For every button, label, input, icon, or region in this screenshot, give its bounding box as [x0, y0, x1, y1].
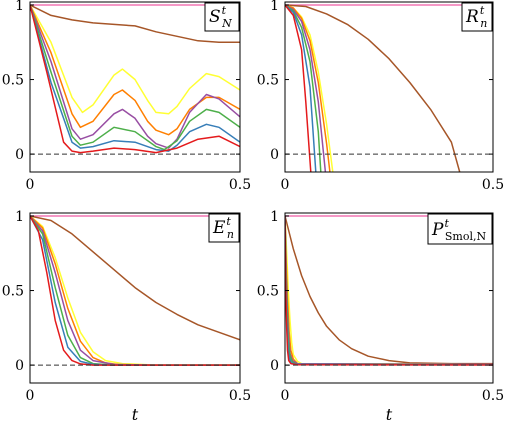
- series-line: [285, 4, 312, 172]
- series-line: [30, 215, 240, 341]
- x-tick-label: 0.5: [229, 177, 251, 193]
- series-line: [30, 4, 240, 151]
- x-axis-label: t: [386, 405, 393, 424]
- series-line: [285, 4, 331, 172]
- series-group: [285, 4, 493, 172]
- x-tick-label: 0: [26, 388, 35, 404]
- series-line: [285, 4, 461, 172]
- series-group: [30, 4, 240, 154]
- series-line: [30, 4, 240, 149]
- series-line: [285, 4, 322, 172]
- axes-frame: [284, 212, 494, 384]
- axes-frame: [29, 1, 241, 173]
- y-tick-label: 0.5: [257, 284, 279, 300]
- series-line: [30, 4, 240, 115]
- y-tick-label: 1: [270, 209, 279, 225]
- y-tick-label: 1: [15, 0, 24, 14]
- series-label-box: [427, 213, 493, 245]
- series-line: [30, 4, 240, 152]
- series-line: [285, 215, 493, 365]
- x-tick-label: 0: [281, 177, 290, 193]
- y-tick-label: 0: [270, 147, 279, 163]
- x-axis-label: t: [132, 405, 139, 424]
- y-tick-label: 0: [15, 358, 24, 374]
- series-line: [30, 4, 240, 44]
- x-tick-label: 0: [26, 177, 35, 193]
- quantity-label: Rt n: [465, 4, 487, 30]
- x-tick-label: 0.5: [482, 177, 504, 193]
- series-label-box: [208, 213, 240, 243]
- series-label-box: [461, 2, 493, 32]
- y-tick-label: 1: [270, 0, 279, 14]
- series-line: [285, 215, 493, 366]
- y-tick-label: 0: [270, 358, 279, 374]
- chart-panel: 0 0.5 1 0 0.5 Rt n: [257, 0, 504, 193]
- quantity-label: St N: [209, 4, 232, 30]
- quantity-label: Pt Smol,N: [431, 217, 486, 243]
- series-group: [285, 215, 493, 366]
- axes-frame: [29, 212, 241, 384]
- series-line: [285, 4, 317, 172]
- x-tick-label: 0: [281, 388, 290, 404]
- y-tick-label: 0: [15, 147, 24, 163]
- y-tick-label: 0.5: [257, 73, 279, 89]
- quantity-label: Et n: [212, 215, 234, 241]
- series-label-box: [204, 2, 240, 32]
- chart-panel: 0 0.5 1 0 0.5 t Pt Smol,N: [257, 209, 504, 424]
- series-line: [30, 4, 240, 154]
- chart-panel: 0 0.5 1 0 0.5 t Et n: [2, 209, 251, 424]
- x-tick-label: 0.5: [482, 388, 504, 404]
- series-line: [285, 4, 327, 172]
- x-tick-label: 0.5: [229, 388, 251, 404]
- y-tick-label: 1: [15, 209, 24, 225]
- axes-frame: [284, 1, 494, 173]
- y-tick-label: 0.5: [2, 284, 24, 300]
- chart-panel: 0 0.5 1 0 0.5 St N: [2, 0, 251, 193]
- y-tick-label: 0.5: [2, 73, 24, 89]
